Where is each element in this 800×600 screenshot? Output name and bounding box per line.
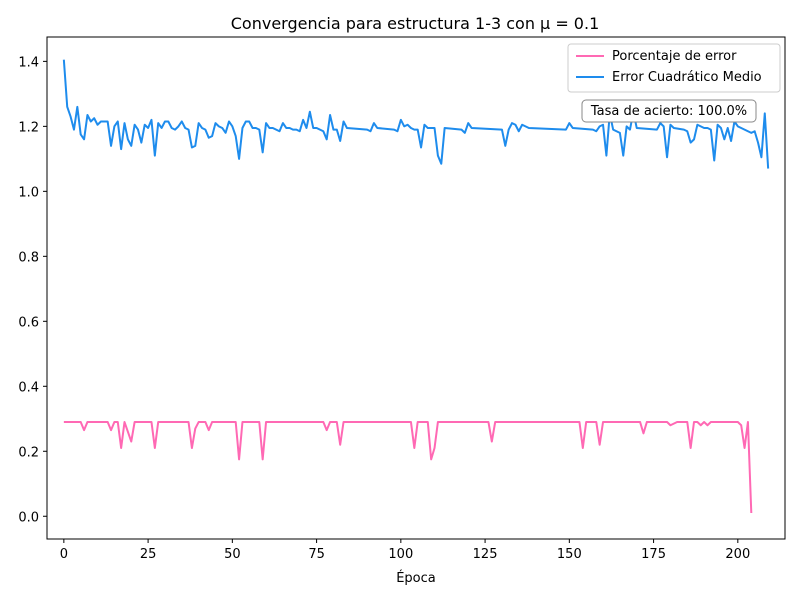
legend-label-porcentaje: Porcentaje de error (612, 49, 737, 64)
y-tick-label: 0.2 (18, 445, 39, 460)
x-tick-label: 75 (308, 547, 325, 562)
legend-label-ecm: Error Cuadrático Medio (612, 70, 762, 85)
series-line-porcentaje-error (63, 421, 753, 514)
y-tick-label: 1.0 (18, 185, 39, 200)
x-tick-label: 50 (224, 547, 241, 562)
x-tick-label: 125 (473, 547, 498, 562)
x-tick-label: 200 (725, 547, 750, 562)
x-axis: 0 25 50 75 100 125 150 175 200 (60, 539, 750, 562)
plot-frame (46, 36, 786, 540)
x-tick-label: 100 (388, 547, 413, 562)
annotation-box (581, 99, 757, 123)
plot-area (62, 59, 770, 514)
accuracy-annotation: Tasa de acierto: 100.0% (581, 99, 757, 123)
y-tick-label: 1.2 (18, 120, 39, 135)
x-tick-label: 0 (60, 547, 68, 562)
legend-box (567, 43, 781, 93)
x-axis-label: Época (396, 570, 436, 586)
x-tick-label: 25 (140, 547, 157, 562)
x-tick-label: 175 (641, 547, 666, 562)
y-tick-label: 1.4 (18, 55, 39, 70)
legend: Porcentaje de error Error Cuadrático Med… (567, 43, 781, 93)
x-tick-label: 150 (557, 547, 582, 562)
y-tick-label: 0.4 (18, 380, 39, 395)
y-axis: 0.0 0.2 0.4 0.6 0.8 1.0 1.2 1.4 (18, 55, 47, 525)
y-tick-label: 0.8 (18, 250, 39, 265)
chart-title: Convergencia para estructura 1-3 con μ =… (231, 14, 600, 33)
annotation-text: Tasa de acierto: 100.0% (590, 104, 747, 119)
series-line-error-cuadratico-medio (62, 59, 770, 169)
y-tick-label: 0.0 (18, 510, 39, 525)
y-tick-label: 0.6 (18, 315, 39, 330)
